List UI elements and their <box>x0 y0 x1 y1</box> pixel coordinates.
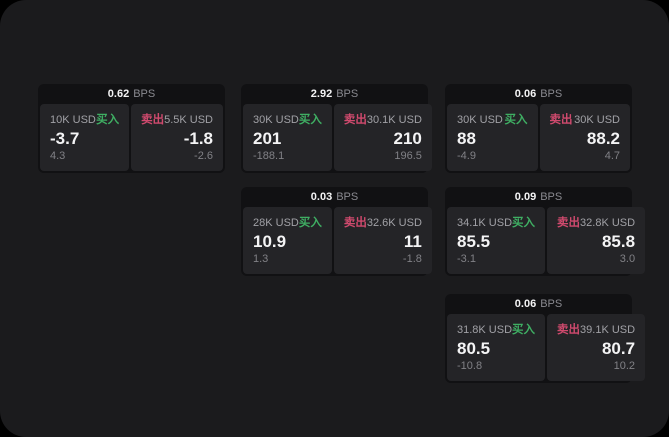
bps-unit-label: BPS <box>540 191 563 203</box>
quote-card-4: 0.03 BPS 28K USD 买入 10.9 1.3 卖出 32.6K USD <box>241 187 432 276</box>
buy-side-label: 买入 <box>504 114 528 126</box>
bps-header: 0.62 BPS <box>40 84 223 104</box>
buy-price-value: 10.9 <box>253 231 287 251</box>
quote-card-5: 0.09 BPS 34.1K USD 买入 85.5 -3.1 卖出 32.8K … <box>445 187 646 276</box>
buy-notional-label: 30K USD <box>457 114 503 126</box>
sell-tile[interactable]: 卖出 30.1K USD 210 196.5 <box>333 104 432 171</box>
sell-price-value: 80.7 <box>601 338 636 358</box>
bps-unit-label: BPS <box>133 88 156 100</box>
sell-tile[interactable]: 卖出 32.6K USD 11 -1.8 <box>333 207 432 274</box>
sell-price-value: 210 <box>393 128 422 148</box>
sell-price-value: -1.8 <box>183 128 213 148</box>
buy-price-value: 201 <box>253 128 282 148</box>
bps-value: 0.06 <box>514 298 537 310</box>
sell-notional-label: 32.8K USD <box>580 217 636 229</box>
bps-header: 0.09 BPS <box>447 187 630 207</box>
sell-tile[interactable]: 卖出 5.5K USD -1.8 -2.6 <box>131 104 223 171</box>
bps-header: 0.06 BPS <box>447 294 630 314</box>
buy-side-label: 买入 <box>96 114 120 126</box>
sell-price-value: 11 <box>403 231 422 251</box>
buy-notional-label: 31.8K USD <box>457 324 513 336</box>
bps-unit-label: BPS <box>336 191 359 203</box>
buy-change-value: -188.1 <box>253 150 285 162</box>
buy-notional-label: 34.1K USD <box>457 217 513 229</box>
sell-notional-label: 30K USD <box>574 114 620 126</box>
buy-tile[interactable]: 31.8K USD 买入 80.5 -10.8 <box>447 314 546 381</box>
sell-side-label: 卖出 <box>557 217 581 229</box>
sell-change-value: 196.5 <box>394 150 422 162</box>
sell-change-value: 4.7 <box>604 150 620 162</box>
bps-unit-label: BPS <box>540 298 563 310</box>
buy-tile[interactable]: 30K USD 买入 88 -4.9 <box>447 104 538 171</box>
sell-change-value: -1.8 <box>402 253 422 265</box>
quote-card-1: 0.62 BPS 10K USD 买入 -3.7 4.3 卖出 5.5K USD <box>38 84 225 173</box>
buy-price-value: 88 <box>457 128 476 148</box>
sell-change-value: 10.2 <box>613 360 636 372</box>
quote-card-2: 2.92 BPS 30K USD 买入 201 -188.1 卖出 30.1K U… <box>241 84 432 173</box>
sell-side-label: 卖出 <box>141 114 165 126</box>
sell-side-label: 卖出 <box>343 217 367 229</box>
buy-change-value: -10.8 <box>457 360 483 372</box>
sell-side-label: 卖出 <box>557 324 581 336</box>
buy-tile[interactable]: 30K USD 买入 201 -188.1 <box>243 104 332 171</box>
buy-price-value: 80.5 <box>457 338 491 358</box>
buy-change-value: 1.3 <box>253 253 269 265</box>
bps-value: 0.09 <box>514 191 537 203</box>
buy-notional-label: 28K USD <box>253 217 299 229</box>
bps-header: 2.92 BPS <box>243 84 426 104</box>
buy-side-label: 买入 <box>512 217 536 229</box>
sell-notional-label: 5.5K USD <box>164 114 213 126</box>
buy-change-value: -4.9 <box>457 150 476 162</box>
sell-tile[interactable]: 卖出 39.1K USD 80.7 10.2 <box>547 314 646 381</box>
buy-change-value: -3.1 <box>457 253 476 265</box>
buy-tile[interactable]: 34.1K USD 买入 85.5 -3.1 <box>447 207 546 274</box>
quote-card-6: 0.06 BPS 31.8K USD 买入 80.5 -10.8 卖出 39.1K… <box>445 294 646 383</box>
buy-notional-label: 30K USD <box>253 114 299 126</box>
sell-notional-label: 30.1K USD <box>366 114 422 126</box>
bps-value: 0.03 <box>310 191 333 203</box>
sell-change-value: -2.6 <box>194 150 213 162</box>
buy-side-label: 买入 <box>298 217 322 229</box>
sell-side-label: 卖出 <box>343 114 367 126</box>
sell-price-value: 85.8 <box>601 231 636 251</box>
sell-notional-label: 32.6K USD <box>366 217 422 229</box>
sell-tile[interactable]: 卖出 32.8K USD 85.8 3.0 <box>547 207 646 274</box>
bps-header: 0.03 BPS <box>243 187 426 207</box>
sell-notional-label: 39.1K USD <box>580 324 636 336</box>
buy-side-label: 买入 <box>512 324 536 336</box>
bps-value: 0.62 <box>107 88 130 100</box>
buy-side-label: 买入 <box>298 114 322 126</box>
buy-notional-label: 10K USD <box>50 114 96 126</box>
sell-price-value: 88.2 <box>586 128 620 148</box>
buy-tile[interactable]: 28K USD 买入 10.9 1.3 <box>243 207 332 274</box>
bps-unit-label: BPS <box>540 88 563 100</box>
bps-value: 0.06 <box>514 88 537 100</box>
bps-unit-label: BPS <box>336 88 359 100</box>
buy-price-value: 85.5 <box>457 231 491 251</box>
buy-tile[interactable]: 10K USD 买入 -3.7 4.3 <box>40 104 130 171</box>
sell-change-value: 3.0 <box>619 253 636 265</box>
bps-value: 2.92 <box>310 88 333 100</box>
bps-header: 0.06 BPS <box>447 84 630 104</box>
quote-card-3: 0.06 BPS 30K USD 买入 88 -4.9 卖出 30K USD <box>445 84 632 173</box>
buy-price-value: -3.7 <box>50 128 80 148</box>
sell-side-label: 卖出 <box>549 114 573 126</box>
buy-change-value: 4.3 <box>50 150 66 162</box>
sell-tile[interactable]: 卖出 30K USD 88.2 4.7 <box>539 104 630 171</box>
